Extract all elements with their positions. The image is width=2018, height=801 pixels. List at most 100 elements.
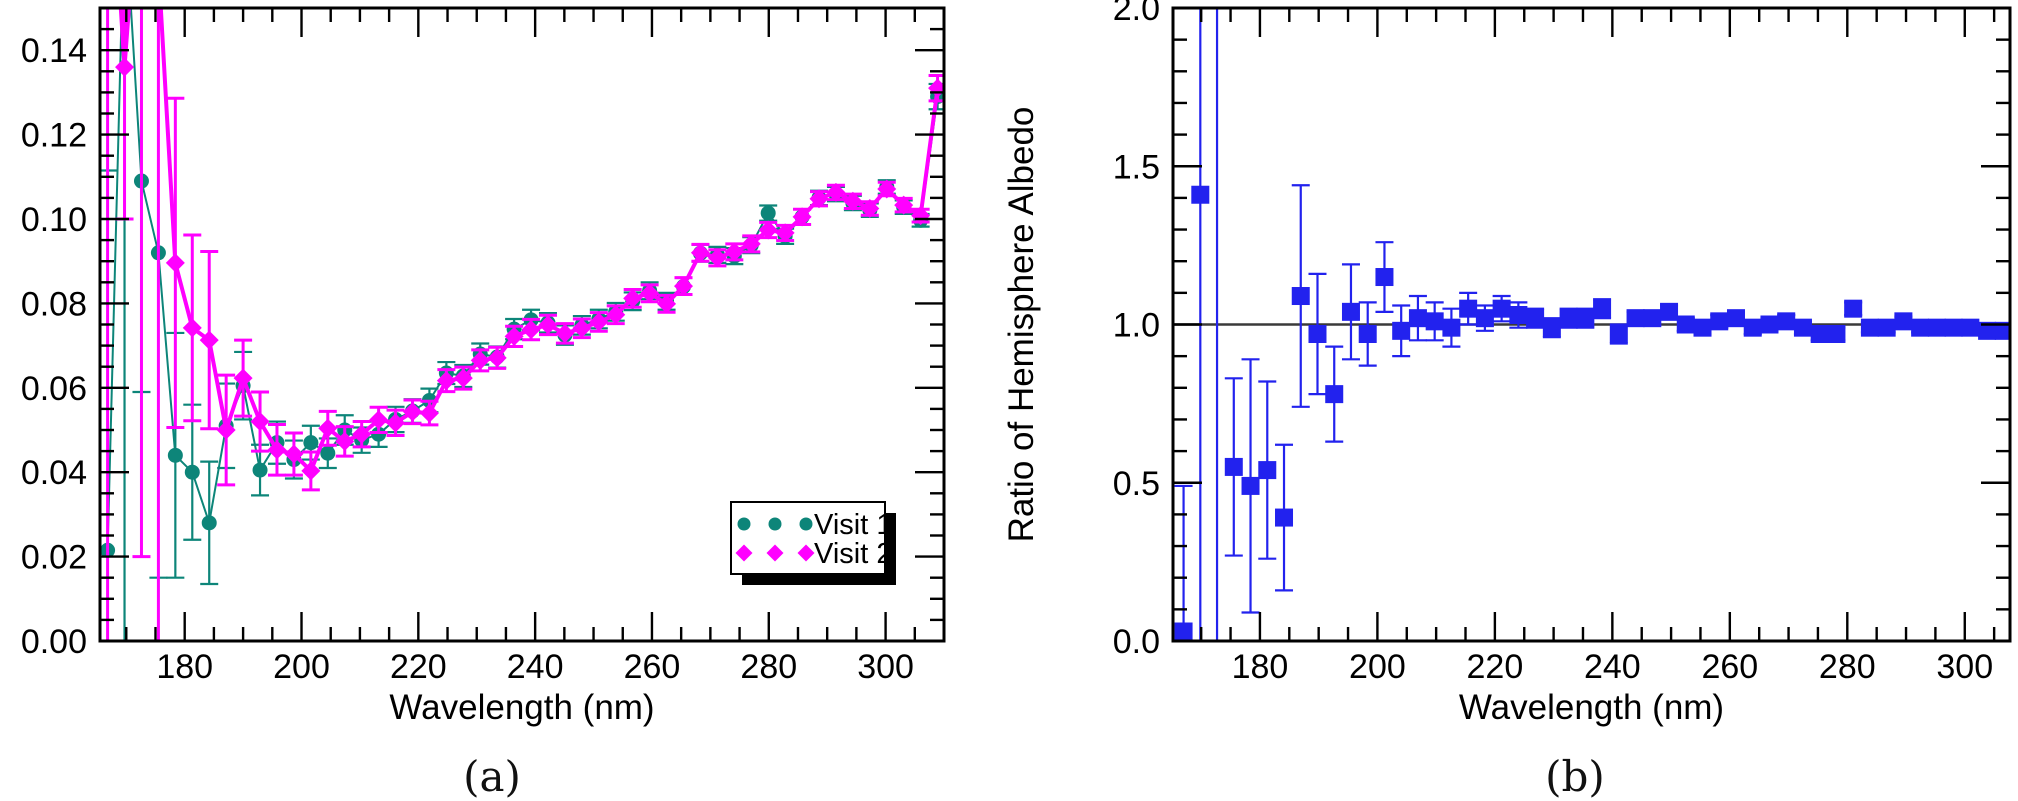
x-tick-label: 260 — [624, 648, 681, 686]
data-point-square — [1576, 309, 1595, 328]
data-point-square — [1944, 318, 1963, 337]
x-tick-label: 200 — [1349, 648, 1406, 686]
data-point-square — [1275, 508, 1294, 527]
data-point-diamond — [267, 440, 287, 460]
data-point-diamond — [470, 350, 490, 370]
legend-diamond-marker — [735, 544, 753, 562]
data-point-diamond — [301, 461, 321, 481]
data-point-circle — [371, 426, 387, 442]
legend-circle-marker — [737, 517, 751, 531]
data-point-square — [1777, 312, 1796, 331]
data-point-diamond — [877, 179, 897, 199]
data-point-square — [1224, 457, 1243, 476]
x-tick-label: 220 — [390, 648, 447, 686]
data-point-circle — [184, 464, 200, 480]
panel-b-tick-labels: 180 200 220 240 260 280 300 0.0 0.5 1.0 1.5 2.0 — [1113, 0, 1993, 686]
data-point-square — [1827, 324, 1846, 343]
visit-2-markers — [115, 57, 944, 481]
y-tick-label: 1.0 — [1113, 307, 1160, 345]
data-point-square — [1559, 309, 1578, 328]
x-tick-label: 300 — [857, 648, 914, 686]
data-point-diamond — [555, 323, 575, 343]
panel-b-ticks — [1173, 6, 2010, 643]
data-point-diamond — [165, 253, 185, 273]
data-point-diamond — [775, 223, 795, 243]
legend-label: Visit 1 — [814, 509, 892, 541]
data-point-square — [1626, 309, 1645, 328]
data-point-square — [1593, 299, 1612, 318]
data-point-square — [1442, 318, 1461, 337]
data-point-diamond — [453, 368, 473, 388]
x-tick-label: 180 — [156, 648, 213, 686]
data-point-square — [1693, 318, 1712, 337]
data-point-square — [1894, 312, 1913, 331]
y-tick-label: 0.04 — [21, 454, 87, 492]
legend-box — [730, 501, 886, 575]
hemisphere-albedo-ratio-series — [1174, 8, 2010, 641]
data-point-square — [1492, 299, 1511, 318]
data-point-diamond — [860, 198, 880, 218]
data-point-circle — [167, 447, 183, 463]
data-point-square — [1961, 318, 1980, 337]
data-point-diamond — [623, 288, 643, 308]
caption-panel-a: (a) — [463, 752, 521, 801]
y-tick-label: 0.08 — [21, 285, 87, 323]
panel-a-x-axis-title: Wavelength (nm) — [389, 688, 654, 727]
data-point-square — [1509, 306, 1528, 325]
data-point-square — [1358, 324, 1377, 343]
data-point-square — [1810, 324, 1829, 343]
data-point-square — [1676, 315, 1695, 334]
data-point-circle — [320, 445, 336, 461]
data-point-square — [1392, 321, 1411, 340]
data-point-diamond — [741, 234, 761, 254]
y-tick-label: 2.0 — [1113, 0, 1160, 28]
data-point-diamond — [911, 206, 931, 226]
x-tick-label: 280 — [1819, 648, 1876, 686]
panel-b-y-axis-title: Ratio of Hemisphere Albedo — [1002, 107, 1041, 543]
data-point-square — [1526, 309, 1545, 328]
data-point-diamond — [436, 371, 456, 391]
data-point-circle — [201, 515, 217, 531]
caption-panel-b: (b) — [1545, 752, 1605, 801]
panel-b-data — [1174, 8, 2010, 641]
hemisphere-albedo-ratio-markers — [1174, 185, 2010, 641]
data-point-square — [1308, 324, 1327, 343]
legend-label: Visit 2 — [814, 538, 892, 570]
panel-a: 180 200 220 240 260 280 300 0.00 0.02 0.04 0.06 0.0… — [21, 6, 946, 727]
x-tick-label: 300 — [1936, 648, 1993, 686]
y-tick-label: 0.10 — [21, 201, 87, 239]
data-point-square — [1927, 318, 1946, 337]
x-tick-label: 260 — [1701, 648, 1758, 686]
data-point-diamond — [233, 368, 253, 388]
panel-b-x-axis-title: Wavelength (nm) — [1459, 688, 1724, 727]
panel-a-ticks — [100, 6, 946, 643]
data-point-diamond — [843, 191, 863, 211]
visit-2-series — [100, 8, 944, 641]
legend-circle-marker — [799, 517, 813, 531]
data-point-diamond — [690, 243, 710, 263]
data-point-diamond — [504, 326, 524, 346]
data-point-diamond — [792, 207, 812, 227]
legend-diamond-marker — [766, 544, 784, 562]
data-point-square — [1743, 318, 1762, 337]
data-point-diamond — [284, 444, 304, 464]
data-point-diamond — [182, 318, 202, 338]
data-point-square — [1911, 318, 1930, 337]
data-point-diamond — [250, 412, 270, 432]
x-tick-label: 180 — [1232, 648, 1289, 686]
visit-2-line — [118, 8, 940, 473]
data-point-diamond — [521, 320, 541, 340]
data-point-diamond — [538, 315, 558, 335]
data-point-diamond — [216, 420, 236, 440]
panel-b: 180 200 220 240 260 280 300 0.0 0.5 1.0 1.5 2.0 Wave… — [1002, 0, 2012, 727]
legend-entry-visit-2: Visit 2 — [735, 538, 892, 570]
x-tick-label: 240 — [507, 648, 564, 686]
data-point-diamond — [894, 195, 914, 215]
data-point-square — [1609, 324, 1628, 343]
legend-diamond-marker — [797, 544, 815, 562]
y-tick-label: 0.5 — [1113, 465, 1160, 503]
y-tick-label: 0.12 — [21, 117, 87, 155]
